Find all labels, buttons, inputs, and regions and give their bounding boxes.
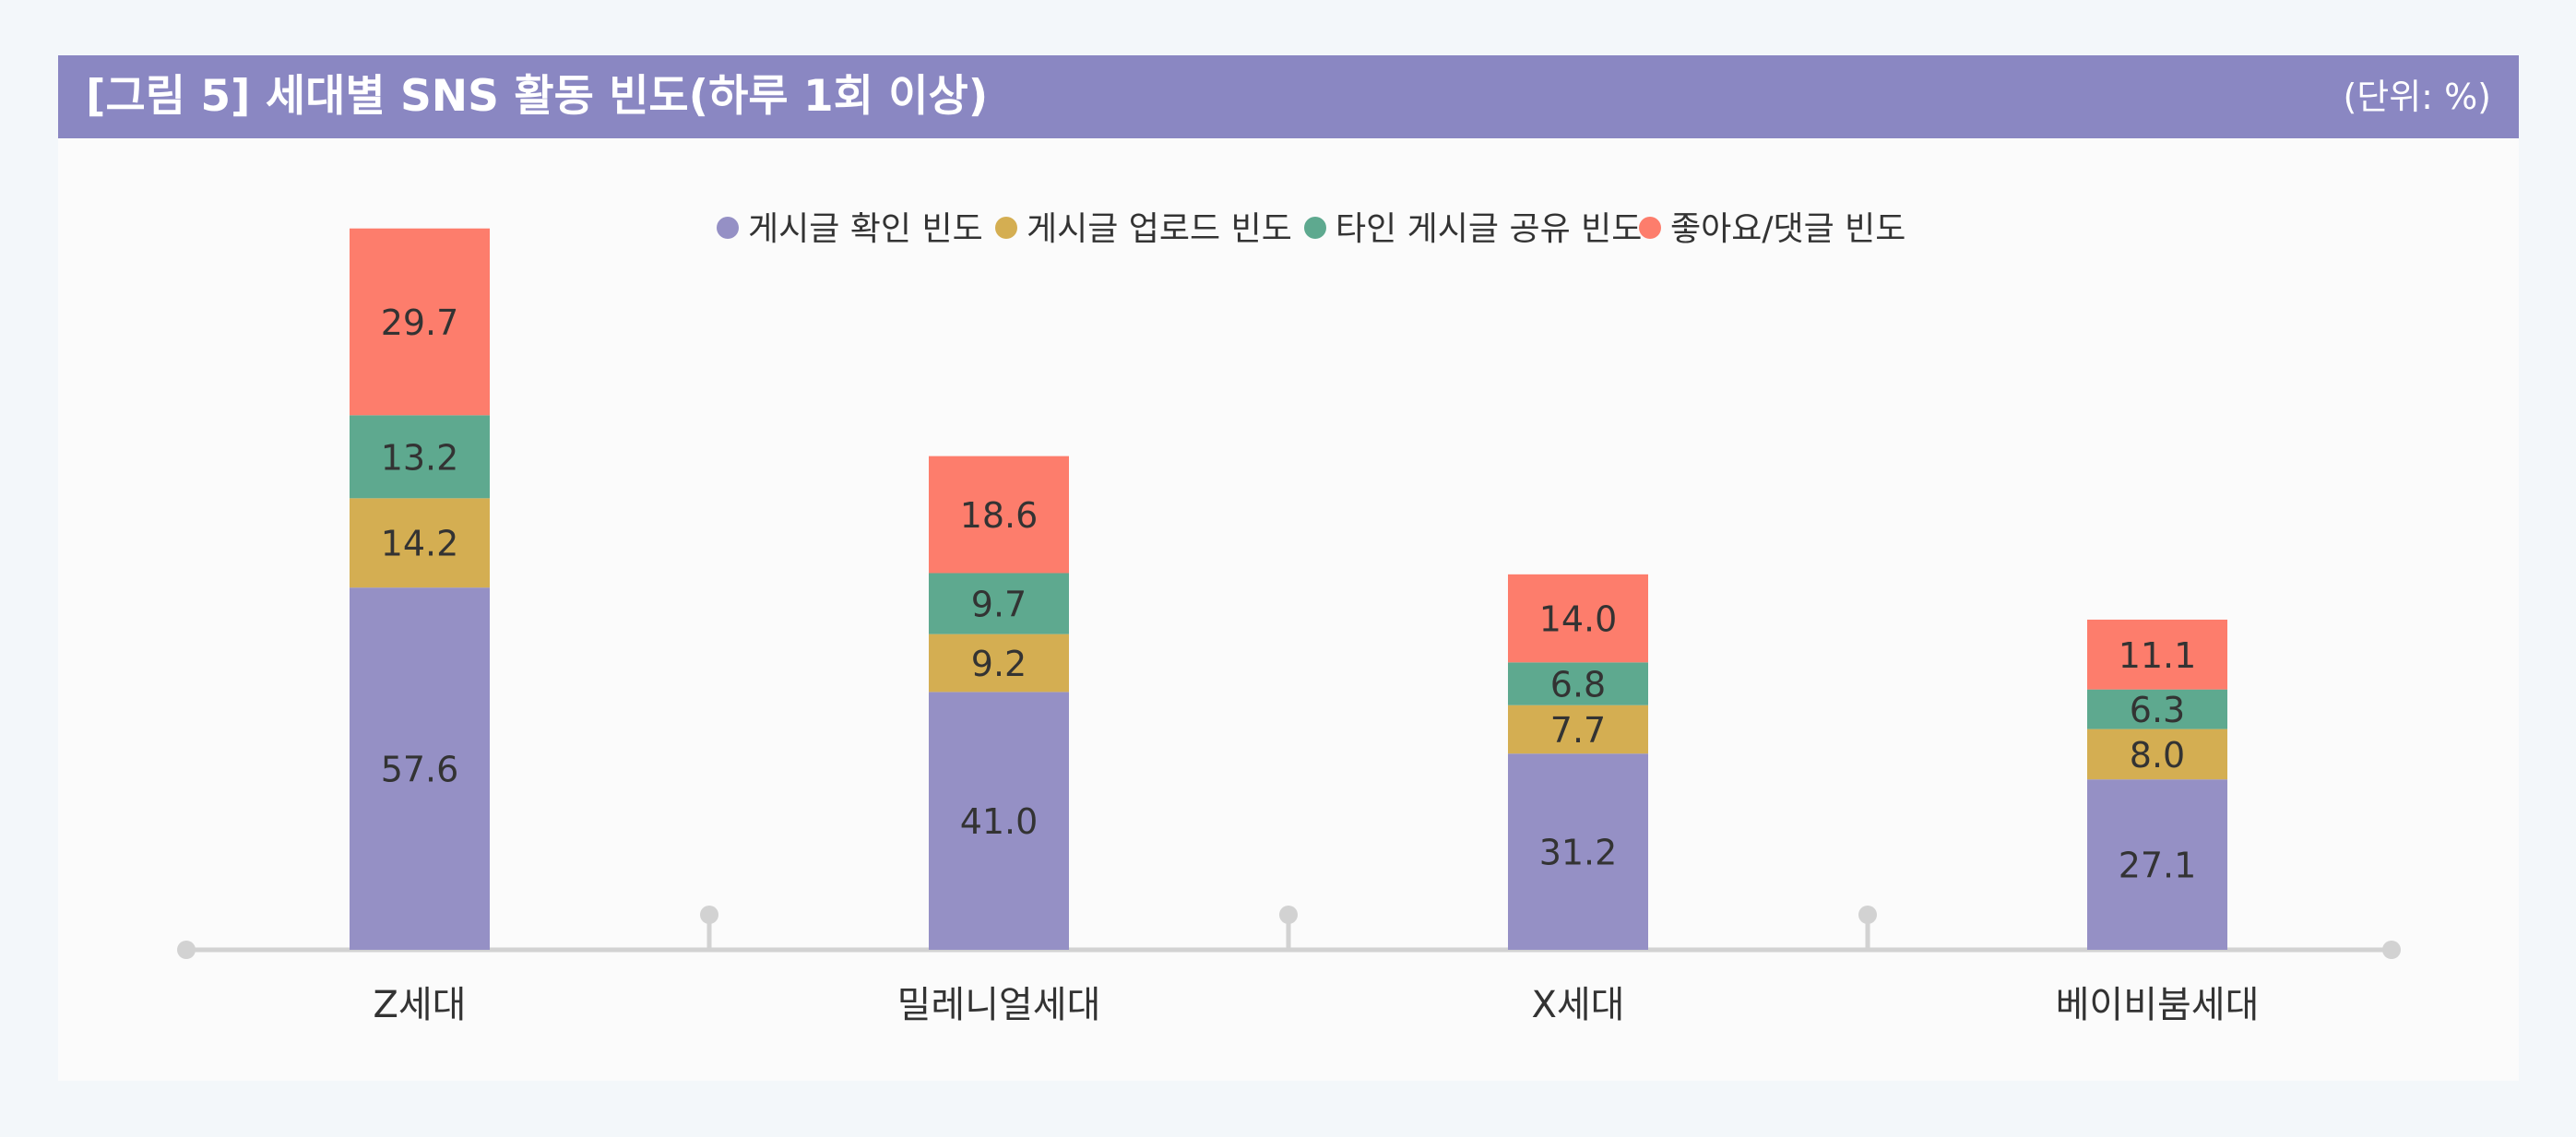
- data-label-item-1-series-4: 29.7: [381, 302, 459, 343]
- data-label-item-2-series-4: 18.6: [960, 495, 1039, 536]
- data-label-item-2-series-2: 9.2: [971, 644, 1027, 684]
- bar-segment-item-3-series-3: [1508, 662, 1648, 705]
- data-label-item-2-series-1: 41.0: [960, 801, 1039, 842]
- chart-title: [그림 5] 세대별 SNS 활동 빈도(하루 1회 이상): [86, 71, 989, 122]
- bar-segment-item-1-series-1: [350, 587, 490, 950]
- category-label-1: Z세대: [373, 984, 466, 1026]
- bar-segment-item-1-series-3: [350, 415, 490, 499]
- legend-label-4: 좋아요/댓글 빈도: [1670, 210, 1905, 248]
- data-label-item-4-series-4: 11.1: [2119, 635, 2197, 676]
- x-axis-end-dot-right: [2382, 941, 2401, 959]
- chart-panel: [그림 5] 세대별 SNS 활동 빈도(하루 1회 이상) (단위: %) 게…: [58, 55, 2519, 1081]
- chart-unit: (단위: %): [2343, 77, 2491, 117]
- data-label-item-1-series-2: 14.2: [381, 524, 459, 564]
- bar-segment-item-3-series-4: [1508, 574, 1648, 663]
- legend-label-3: 타인 게시글 공유 빈도: [1335, 210, 1642, 248]
- data-label-item-4-series-2: 8.0: [2130, 735, 2185, 776]
- legend-marker-1: [717, 217, 739, 239]
- x-axis-divider-dot-1: [700, 906, 718, 924]
- data-label-item-2-series-3: 9.7: [971, 585, 1027, 625]
- category-label-4: 베이비붐세대: [2056, 984, 2260, 1026]
- bar-segment-item-2-series-3: [929, 573, 1069, 634]
- data-label-item-3-series-2: 7.7: [1550, 710, 1606, 751]
- data-label-item-1-series-3: 13.2: [381, 437, 459, 478]
- bar-segment-item-1-series-4: [350, 228, 490, 416]
- data-label-item-3-series-1: 31.2: [1539, 833, 1618, 873]
- x-axis-divider-dot-3: [1858, 906, 1877, 924]
- bar-segment-item-1-series-2: [350, 498, 490, 588]
- category-label-2: 밀레니얼세대: [897, 984, 1101, 1026]
- bar-segment-item-4-series-3: [2087, 689, 2227, 729]
- legend-label-1: 게시글 확인 빈도: [748, 210, 983, 248]
- bar-segment-item-2-series-2: [929, 634, 1069, 693]
- x-axis-end-dot-left: [177, 941, 196, 959]
- bar-segment-item-4-series-1: [2087, 779, 2227, 950]
- x-axis-divider-dot-2: [1279, 906, 1298, 924]
- chart-header: [그림 5] 세대별 SNS 활동 빈도(하루 1회 이상) (단위: %): [58, 55, 2519, 138]
- data-label-item-4-series-3: 6.3: [2130, 690, 2185, 730]
- data-label-item-4-series-1: 27.1: [2119, 846, 2197, 886]
- legend-marker-3: [1304, 217, 1326, 239]
- legend-label-2: 게시글 업로드 빈도: [1027, 210, 1292, 248]
- bar-segment-item-2-series-4: [929, 456, 1069, 574]
- bar-segment-item-3-series-2: [1508, 705, 1648, 754]
- data-label-item-3-series-3: 6.8: [1550, 665, 1606, 705]
- stacked-bar-chart: 게시글 확인 빈도 게시글 업로드 빈도 타인 게시글 공유 빈도 좋아요/댓글 빈도…: [177, 210, 2401, 1026]
- legend-marker-4: [1639, 217, 1661, 239]
- bar-segment-item-4-series-4: [2087, 619, 2227, 690]
- data-label-item-3-series-4: 14.0: [1539, 599, 1618, 640]
- bar-segment-item-3-series-1: [1508, 753, 1648, 950]
- legend-marker-2: [995, 217, 1017, 239]
- bar-segment-item-4-series-2: [2087, 728, 2227, 780]
- category-label-3: X세대: [1531, 984, 1624, 1026]
- data-label-item-1-series-1: 57.6: [381, 750, 459, 790]
- bar-segment-item-2-series-1: [929, 692, 1069, 950]
